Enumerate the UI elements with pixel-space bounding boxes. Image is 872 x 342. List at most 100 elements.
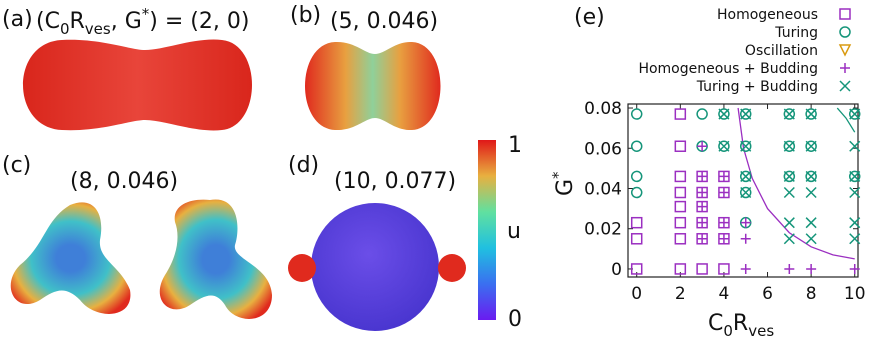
legend-marker	[839, 8, 851, 20]
legend-label: Turing	[774, 25, 818, 41]
marker-cross	[783, 186, 795, 199]
marker-square	[630, 263, 643, 275]
colorbar	[478, 140, 496, 320]
marker-plus	[718, 171, 729, 182]
panel-caption: (10, 0.077)	[334, 169, 456, 194]
marker-cross	[849, 108, 861, 120]
marker-plus	[784, 263, 795, 274]
marker-circle	[696, 108, 708, 120]
marker-plus	[697, 233, 708, 244]
marker-square	[696, 263, 708, 275]
axis-label-sub: ves	[748, 322, 774, 338]
axis-label-part: C	[708, 311, 723, 336]
marker-plus	[697, 171, 708, 182]
marker-circle	[718, 140, 730, 152]
marker-circle	[848, 170, 861, 183]
marker-cross	[783, 170, 795, 182]
caption-part: ) = (2, 0)	[149, 9, 249, 34]
marker-cross	[805, 186, 817, 199]
y-tick-label: 0.06	[584, 139, 622, 159]
y-tick-label: 0.02	[584, 220, 622, 240]
marker-circle	[739, 140, 752, 152]
marker-cross	[740, 186, 752, 199]
marker-circle	[630, 170, 643, 183]
vesicle	[10, 202, 131, 314]
axis-label-part: G	[553, 179, 578, 196]
axis-label-part: R	[733, 311, 748, 336]
marker-cross	[783, 108, 795, 120]
x-tick-label: 4	[719, 284, 730, 304]
x-tick-label: 2	[675, 284, 686, 304]
colorbar-label: u	[507, 219, 521, 244]
marker-plus	[697, 141, 708, 152]
marker-square	[674, 200, 687, 213]
marker-circle	[783, 170, 796, 183]
marker-plus	[697, 187, 708, 198]
marker-plus	[697, 217, 708, 228]
legend-marker	[838, 44, 852, 57]
panel-label: (e)	[574, 5, 605, 30]
marker-plus	[718, 217, 729, 228]
marker-plus	[718, 187, 729, 198]
panel-caption: (C0Rves, G*) = (2, 0)	[36, 5, 249, 38]
marker-square	[718, 263, 730, 275]
marker-square	[674, 108, 687, 120]
marker-square	[674, 140, 687, 152]
marker-cross	[805, 170, 817, 182]
caption-part: (C	[36, 9, 60, 34]
y-axis-label: G*	[549, 171, 578, 196]
marker-plus	[740, 217, 751, 228]
x-tick-label: 6	[762, 284, 773, 304]
bud	[438, 254, 466, 282]
colorbar-min: 0	[508, 307, 522, 332]
marker-cross	[805, 217, 817, 229]
marker-cross	[783, 217, 795, 229]
marker-plus	[697, 201, 708, 212]
marker-circle	[783, 140, 796, 152]
caption-sub: ves	[85, 20, 111, 38]
marker-circle	[805, 140, 817, 152]
caption-sub: 0	[60, 20, 70, 38]
marker-plus	[849, 263, 860, 274]
boundary-curve	[737, 107, 855, 260]
legend-label: Turing + Budding	[696, 79, 818, 95]
marker-square	[630, 216, 643, 229]
marker-circle	[630, 140, 643, 152]
marker-square	[674, 263, 687, 275]
vesicle	[23, 39, 252, 131]
marker-plus	[740, 233, 751, 244]
marker-cross	[740, 108, 752, 120]
y-tick-label: 0.04	[584, 179, 622, 199]
marker-cross	[718, 108, 730, 120]
marker-cross	[805, 140, 817, 152]
marker-cross	[718, 140, 730, 152]
marker-square	[674, 233, 687, 245]
marker-cross	[740, 140, 752, 152]
marker-circle	[630, 108, 643, 120]
legend-marker	[839, 26, 851, 38]
bud	[288, 254, 316, 282]
panel-caption: (8, 0.046)	[70, 169, 178, 194]
marker-cross	[849, 186, 861, 199]
panel-caption: (5, 0.046)	[330, 9, 438, 34]
marker-square	[674, 216, 687, 229]
boundary-curve	[836, 107, 856, 133]
marker-cross	[849, 170, 861, 182]
vesicle	[159, 199, 272, 319]
marker-circle	[783, 108, 796, 120]
legend-marker	[839, 80, 851, 92]
panel-label: (c)	[2, 153, 31, 178]
marker-square	[674, 170, 687, 183]
x-tick-label: 8	[806, 284, 817, 304]
axis-label-sub: 0	[723, 322, 733, 338]
legend-marker	[840, 63, 850, 73]
x-tick-label: 0	[631, 284, 642, 304]
marker-plus	[718, 233, 729, 244]
marker-cross	[783, 140, 795, 152]
vesicle	[305, 41, 441, 131]
marker-cross	[849, 233, 861, 245]
marker-square	[630, 233, 643, 245]
panel-label: (b)	[290, 3, 321, 28]
